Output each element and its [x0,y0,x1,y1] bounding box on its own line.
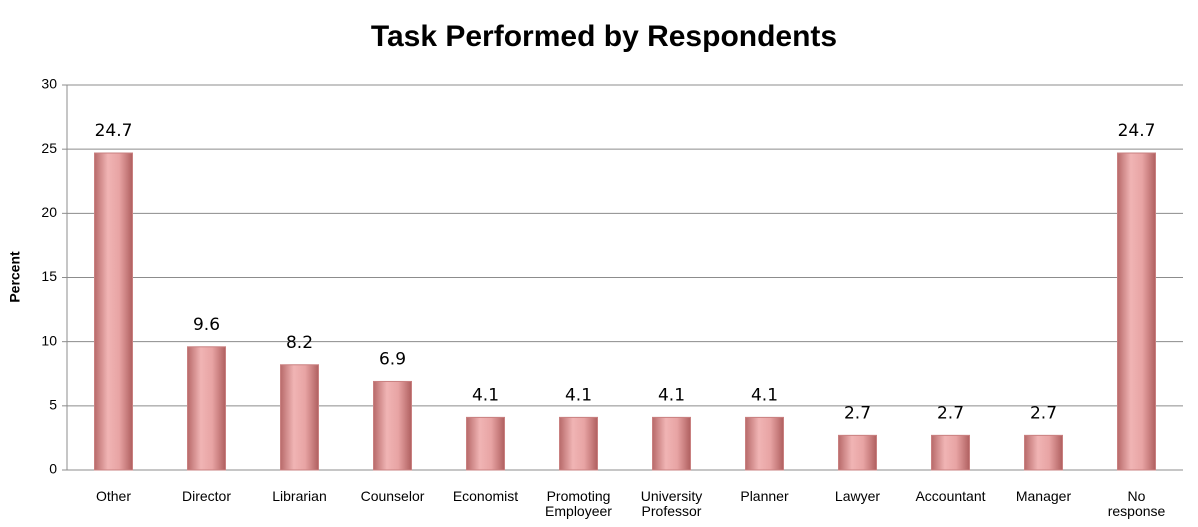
bar [559,416,598,471]
y-axis-label: Percent [7,251,23,303]
x-tick-label: Other [96,488,131,504]
chart-title: Task Performed by Respondents [371,20,837,53]
bar [838,434,877,471]
data-label: 4.1 [565,385,592,405]
data-label: 8.2 [286,333,313,353]
bar [94,152,133,471]
y-tick-label: 0 [49,461,57,477]
y-tick-label: 10 [41,332,57,348]
y-tick-label: 30 [41,76,57,92]
bar [1024,434,1063,471]
data-label: 4.1 [658,385,685,405]
data-label: 4.1 [751,385,778,405]
bar [280,364,319,471]
y-tick-label: 20 [41,204,57,220]
data-label: 9.6 [193,315,220,335]
data-label: 4.1 [472,385,499,405]
x-tick-label: Librarian [272,488,326,504]
x-tick-label: University Professor [641,488,702,519]
bar [1117,152,1156,471]
y-tick-label: 25 [41,140,57,156]
bar [745,416,784,471]
bar [652,416,691,471]
x-tick-label: Planner [740,488,789,504]
data-label: 2.7 [1030,403,1057,423]
bar [466,416,505,471]
data-label: 6.9 [379,349,406,369]
x-tick-label: Director [182,488,231,504]
bar [931,434,970,471]
bar [373,380,412,471]
x-tick-label: No response [1108,488,1166,519]
x-tick-label: Lawyer [835,488,880,504]
data-label: 24.7 [95,121,133,141]
x-tick-label: Counselor [361,488,425,504]
data-label: 2.7 [937,403,964,423]
data-label: 24.7 [1118,121,1156,141]
bar [187,346,226,471]
y-tick-label: 5 [49,397,57,413]
x-tick-label: Promoting Employeer [545,488,612,519]
x-tick-label: Economist [453,488,518,504]
x-tick-label: Accountant [915,488,985,504]
data-label: 2.7 [844,403,871,423]
x-tick-label: Manager [1016,488,1072,504]
y-tick-label: 15 [41,268,57,284]
